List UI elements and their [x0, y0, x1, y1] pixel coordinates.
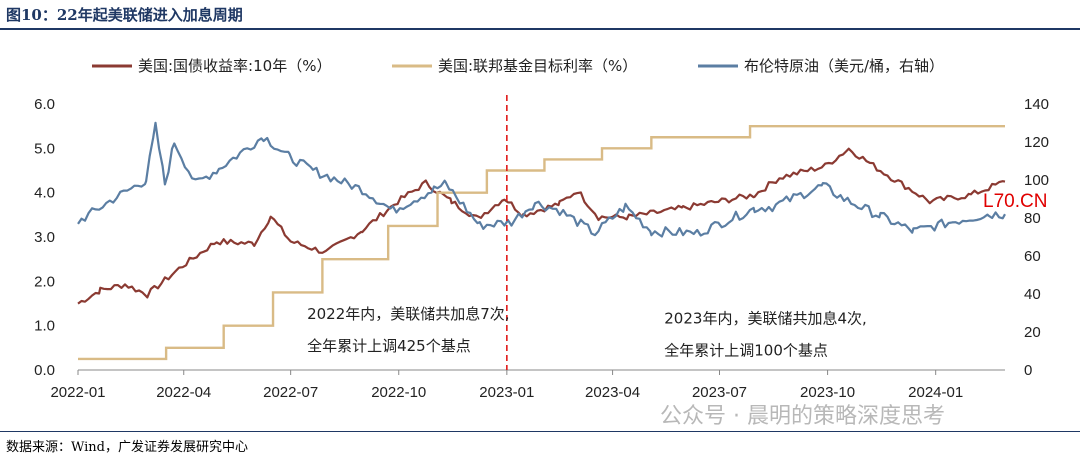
y-left-tick-label: 5.0 [34, 140, 55, 157]
series-fedrate-line [78, 124, 1005, 361]
x-tick-label: 2022-07 [263, 384, 318, 401]
y-right-tick-label: 60 [1024, 248, 1041, 265]
watermark: 公众号 · 晨明的策略深度思考 [660, 404, 945, 429]
y-right-tick-label: 80 [1024, 210, 1041, 227]
x-tick-label: 2023-10 [800, 384, 855, 401]
annotation-text: 2023年内，美联储共加息4次, [664, 309, 867, 327]
series-treasury-line [77, 147, 1006, 305]
y-left-tick-label: 1.0 [34, 318, 55, 335]
y-right-tick-label: 140 [1024, 96, 1049, 113]
legend-label-treasury: 美国:国债收益率:10年（%） [138, 57, 331, 75]
y-left-tick-label: 2.0 [34, 273, 55, 290]
legend: 美国:国债收益率:10年（%） 美国:联邦基金目标利率（%） 布伦特原油（美元/… [92, 57, 944, 75]
y-right-tick-label: 40 [1024, 286, 1041, 303]
y-right-tick-label: 0 [1024, 362, 1032, 379]
annotation-text: 全年累计上调100个基点 [664, 341, 828, 359]
x-tick-label: 2022-04 [156, 384, 211, 401]
y-right-tick-label: 20 [1024, 324, 1041, 341]
legend-label-fedrate: 美国:联邦基金目标利率（%） [438, 57, 637, 75]
x-tick-label: 2024-01 [908, 384, 963, 401]
y-left-tick-label: 3.0 [34, 229, 55, 246]
legend-label-brent: 布伦特原油（美元/桶，右轴） [744, 57, 944, 75]
figure-title: 图10：22年起美联储进入加息周期 [6, 6, 243, 24]
x-tick-label: 2023-01 [479, 384, 534, 401]
x-tick-label: 2023-07 [692, 384, 747, 401]
x-tick-label: 2023-04 [585, 384, 640, 401]
axes: 2022-01 2022-04 2022-07 2022-10 2023-01 2023-… [34, 96, 1049, 401]
annotation-text: 2022年内，美联储共加息7次, [307, 305, 510, 323]
bottom-rule [0, 431, 1080, 432]
x-tick-label: 2022-01 [50, 384, 105, 401]
annotations: 2022年内，美联储共加息7次, 全年累计上调425个基点 2023年内，美联储共加… [307, 305, 867, 359]
x-tick-label: 2022-10 [371, 384, 426, 401]
source-note: 数据来源：Wind，广发证券发展研究中心 [6, 440, 248, 455]
series-brent-line [77, 121, 1006, 238]
y-right-tick-label: 120 [1024, 134, 1049, 151]
title-rule [0, 28, 1080, 30]
y-left-tick-label: 6.0 [34, 96, 55, 113]
plot-area [77, 95, 1006, 370]
overlay-mark: L70.CN [983, 191, 1047, 212]
y-left-tick-label: 4.0 [34, 185, 55, 202]
y-right-tick-label: 100 [1024, 172, 1049, 189]
annotation-text: 全年累计上调425个基点 [307, 337, 471, 355]
y-left-tick-label: 0.0 [34, 362, 55, 379]
chart: 美国:国债收益率:10年（%） 美国:联邦基金目标利率（%） 布伦特原油（美元/… [34, 57, 1049, 429]
